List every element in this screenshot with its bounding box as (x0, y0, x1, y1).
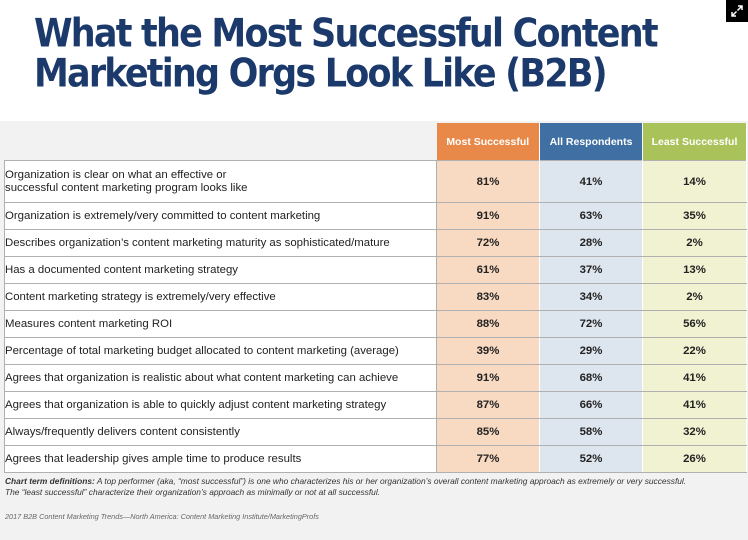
value-all-respondents: 29% (539, 337, 643, 365)
column-header-all-respondents: All Respondents (539, 123, 643, 161)
value-most-successful: 87% (436, 391, 540, 419)
row-label: Organization is extremely/very committed… (4, 202, 437, 230)
table-row: Organization is extremely/very committed… (4, 202, 747, 230)
table-row: Organization is clear on what an effecti… (4, 160, 747, 203)
expand-icon[interactable] (726, 0, 748, 22)
value-least-successful: 41% (642, 364, 747, 392)
value-most-successful: 91% (436, 202, 540, 230)
value-least-successful: 56% (642, 310, 747, 338)
footnote-term-label: Chart term definitions: (5, 476, 95, 486)
table-row: Agrees that leadership gives ample time … (4, 445, 747, 473)
value-most-successful: 91% (436, 364, 540, 392)
value-all-respondents: 52% (539, 445, 643, 473)
value-most-successful: 61% (436, 256, 540, 284)
row-label: Organization is clear on what an effecti… (4, 160, 437, 203)
value-most-successful: 72% (436, 229, 540, 257)
row-label: Agrees that organization is realistic ab… (4, 364, 437, 392)
value-least-successful: 2% (642, 229, 747, 257)
footnote: Chart term definitions: A top performer … (5, 476, 743, 498)
table-row: Content marketing strategy is extremely/… (4, 283, 747, 311)
column-header-most-successful: Most Successful (436, 123, 540, 161)
footnote-text-2: The “least successful” characterize thei… (5, 487, 381, 497)
row-label: Describes organization’s content marketi… (4, 229, 437, 257)
value-least-successful: 22% (642, 337, 747, 365)
row-label: Content marketing strategy is extremely/… (4, 283, 437, 311)
title-line-2: Marketing Orgs Look Like (B2B) (34, 52, 608, 97)
value-most-successful: 88% (436, 310, 540, 338)
table-row: Agrees that organization is realistic ab… (4, 364, 747, 392)
value-least-successful: 26% (642, 445, 747, 473)
row-label: Has a documented content marketing strat… (4, 256, 437, 284)
column-header-least-successful: Least Successful (642, 123, 747, 161)
value-least-successful: 32% (642, 418, 747, 446)
value-all-respondents: 34% (539, 283, 643, 311)
table-row: Measures content marketing ROI 88% 72% 56% (4, 310, 747, 338)
table-row: Describes organization’s content marketi… (4, 229, 747, 257)
value-all-respondents: 72% (539, 310, 643, 338)
table-row: Always/frequently delivers content consi… (4, 418, 747, 446)
value-all-respondents: 66% (539, 391, 643, 419)
row-label: Percentage of total marketing budget all… (4, 337, 437, 365)
source-citation: 2017 B2B Content Marketing Trends—North … (5, 512, 319, 521)
value-all-respondents: 68% (539, 364, 643, 392)
page-title: What the Most Successful Content Marketi… (34, 12, 694, 97)
value-all-respondents: 37% (539, 256, 643, 284)
value-all-respondents: 58% (539, 418, 643, 446)
row-label: Always/frequently delivers content consi… (4, 418, 437, 446)
row-label: Agrees that leadership gives ample time … (4, 445, 437, 473)
value-all-respondents: 41% (539, 160, 643, 203)
table-row: Percentage of total marketing budget all… (4, 337, 747, 365)
value-most-successful: 85% (436, 418, 540, 446)
value-most-successful: 77% (436, 445, 540, 473)
value-all-respondents: 63% (539, 202, 643, 230)
value-least-successful: 41% (642, 391, 747, 419)
value-least-successful: 13% (642, 256, 747, 284)
header-blank (5, 123, 437, 161)
value-all-respondents: 28% (539, 229, 643, 257)
table-row: Has a documented content marketing strat… (4, 256, 747, 284)
title-line-1: What the Most Successful Content (34, 12, 659, 57)
value-least-successful: 35% (642, 202, 747, 230)
value-most-successful: 39% (436, 337, 540, 365)
value-most-successful: 81% (436, 160, 540, 203)
comparison-table: Most Successful All Respondents Least Su… (4, 123, 747, 473)
value-most-successful: 83% (436, 283, 540, 311)
row-label: Agrees that organization is able to quic… (4, 391, 437, 419)
table-row: Agrees that organization is able to quic… (4, 391, 747, 419)
footnote-text-1: A top performer (aka, “most successful”)… (94, 476, 687, 486)
value-least-successful: 14% (642, 160, 747, 203)
row-label: Measures content marketing ROI (4, 310, 437, 338)
value-least-successful: 2% (642, 283, 747, 311)
